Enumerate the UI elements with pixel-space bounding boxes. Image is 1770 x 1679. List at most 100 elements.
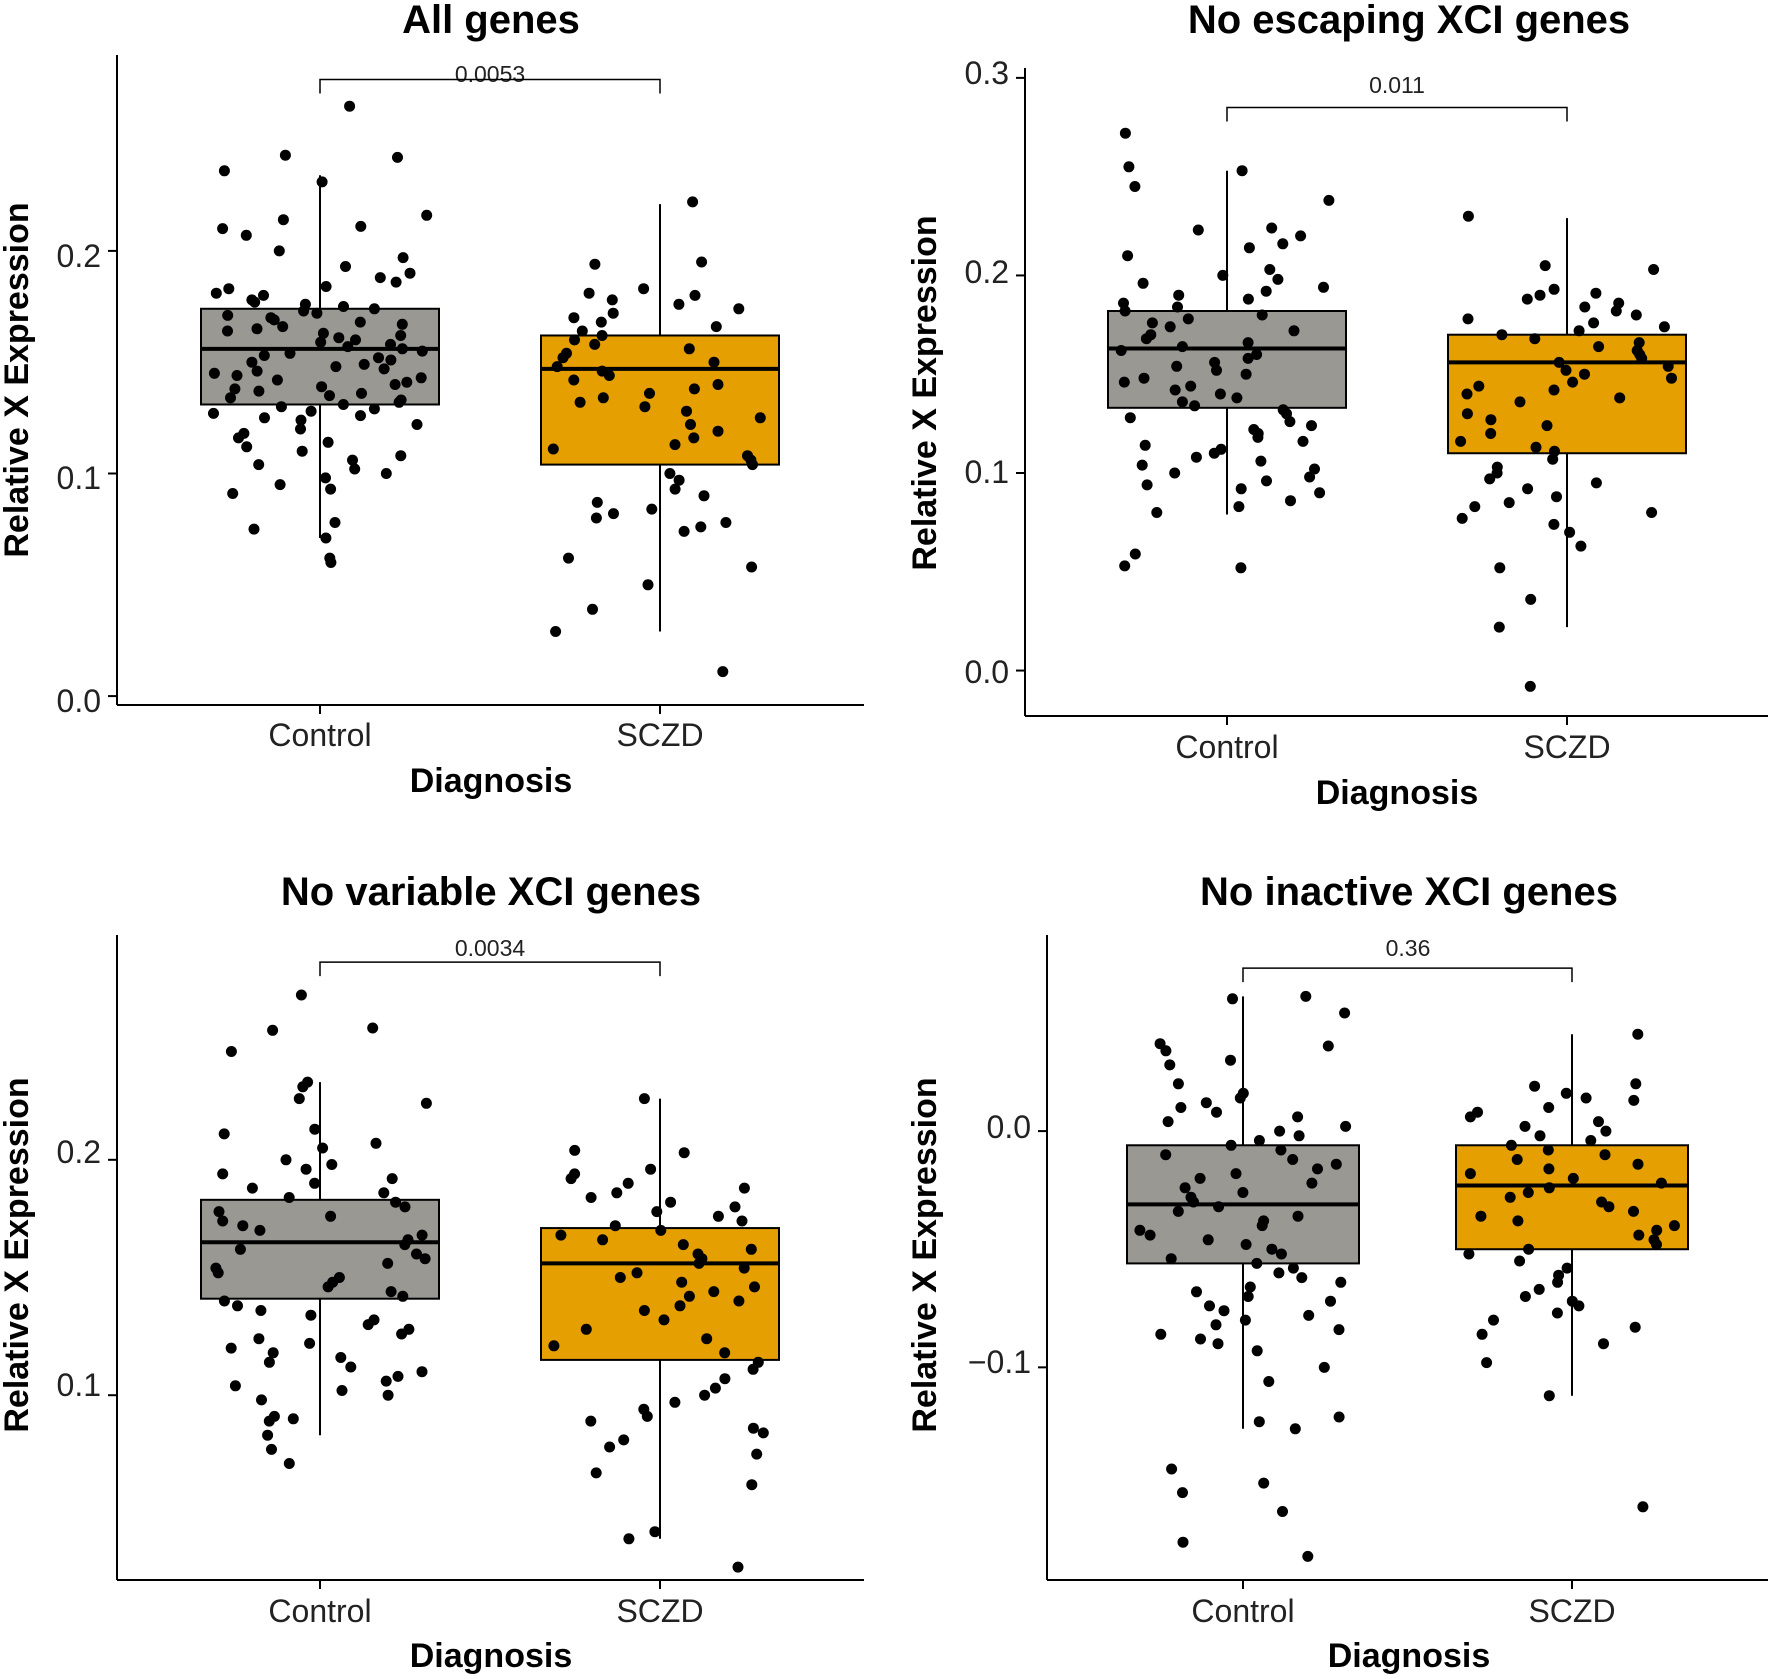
panel-1: All genes Diagnosis Relative X Expressio… xyxy=(0,0,864,800)
data-point-sczd xyxy=(1485,414,1497,426)
data-point-sczd xyxy=(568,374,580,386)
panel-2-x-tick-control: Control xyxy=(1175,729,1278,765)
data-point-sczd xyxy=(1614,392,1626,404)
data-point-control xyxy=(401,376,413,388)
data-point-control xyxy=(267,1024,279,1036)
data-point-sczd xyxy=(1553,356,1565,368)
significance-bracket xyxy=(319,961,661,977)
data-point-sczd xyxy=(1543,1390,1555,1402)
data-point-sczd xyxy=(557,352,569,364)
panel-2-y-tick: 0.3 xyxy=(965,55,1009,91)
data-point-sczd xyxy=(701,1333,713,1345)
data-point-control xyxy=(1141,479,1153,491)
data-point-control xyxy=(1275,1144,1287,1156)
data-point-sczd xyxy=(708,1286,720,1298)
data-point-sczd xyxy=(665,1196,677,1208)
data-point-control xyxy=(344,100,356,112)
panel-4-x-tick-control: Control xyxy=(1191,1593,1294,1629)
data-point-sczd xyxy=(673,474,685,486)
data-point-control xyxy=(309,1123,321,1135)
panel-2-y-tick: 0.1 xyxy=(965,454,1009,490)
data-point-sczd xyxy=(645,1163,657,1175)
data-point-control xyxy=(1139,439,1151,451)
panel-3-y-tick: 0.1 xyxy=(57,1367,101,1403)
data-point-sczd xyxy=(733,1295,745,1307)
data-point-control xyxy=(411,1248,422,1260)
data-point-sczd xyxy=(1646,507,1658,518)
data-point-sczd xyxy=(1456,512,1468,524)
data-point-control xyxy=(1275,1248,1287,1260)
data-point-sczd xyxy=(574,396,586,408)
data-point-sczd xyxy=(685,419,696,430)
data-point-sczd xyxy=(547,443,559,455)
data-point-control xyxy=(225,1342,237,1354)
data-point-control xyxy=(421,209,433,221)
data-point-sczd xyxy=(651,1206,663,1218)
data-point-sczd xyxy=(1561,1262,1573,1274)
data-point-sczd xyxy=(677,1239,689,1251)
data-point-control xyxy=(373,352,384,364)
data-point-control xyxy=(225,1046,237,1057)
data-point-control xyxy=(1340,1120,1352,1132)
data-point-control xyxy=(333,332,345,344)
data-point-control xyxy=(262,1429,274,1441)
data-point-sczd xyxy=(747,1422,759,1434)
data-point-sczd xyxy=(1632,1028,1644,1040)
data-point-control xyxy=(1192,224,1204,236)
data-point-sczd xyxy=(1598,1338,1609,1350)
data-point-control xyxy=(293,1093,305,1105)
data-point-control xyxy=(225,392,236,404)
data-point-control xyxy=(1304,471,1316,483)
data-point-control xyxy=(1318,1361,1330,1373)
data-point-sczd xyxy=(638,283,650,295)
data-point-sczd xyxy=(1600,1125,1612,1137)
data-point-control xyxy=(1166,1463,1178,1475)
data-point-sczd xyxy=(1637,1501,1649,1513)
data-point-sczd xyxy=(746,1479,758,1491)
data-point-control xyxy=(1227,993,1238,1005)
data-point-sczd xyxy=(1530,441,1542,453)
data-point-sczd xyxy=(658,1314,670,1326)
data-point-control xyxy=(212,1267,224,1279)
data-point-control xyxy=(1176,341,1188,353)
data-point-control xyxy=(336,1385,348,1396)
data-point-control xyxy=(395,330,407,341)
data-point-sczd xyxy=(1547,453,1559,465)
data-point-sczd xyxy=(1525,593,1537,605)
data-point-control xyxy=(1160,1149,1172,1161)
data-point-control xyxy=(416,1366,428,1378)
data-point-control xyxy=(1124,412,1136,424)
data-point-control xyxy=(1208,447,1220,459)
data-point-sczd xyxy=(1522,483,1534,495)
data-point-control xyxy=(342,341,354,353)
data-point-sczd xyxy=(1658,321,1670,333)
data-point-control xyxy=(1118,376,1130,388)
data-point-control xyxy=(354,316,366,328)
data-point-control xyxy=(251,323,263,335)
data-point-control xyxy=(320,281,332,292)
panel-4-p-value: 0.36 xyxy=(1386,935,1431,961)
data-point-control xyxy=(1212,1338,1224,1350)
data-point-sczd xyxy=(1519,1291,1531,1302)
data-point-control xyxy=(1242,352,1254,364)
data-point-control xyxy=(330,361,342,373)
data-point-sczd xyxy=(618,1434,630,1446)
data-point-sczd xyxy=(1529,1080,1541,1092)
data-point-control xyxy=(305,405,317,417)
data-point-control xyxy=(1240,368,1252,380)
panel-3-plot-area xyxy=(108,935,864,1589)
data-point-sczd xyxy=(1630,1078,1642,1090)
data-point-sczd xyxy=(710,321,722,333)
panel-3-y-axis-title: Relative X Expression xyxy=(0,1077,36,1432)
data-point-control xyxy=(392,1370,404,1382)
data-point-control xyxy=(385,1286,397,1298)
data-point-sczd xyxy=(585,1415,597,1427)
data-point-control xyxy=(1176,396,1188,408)
data-point-sczd xyxy=(712,1210,724,1222)
data-point-control xyxy=(1194,1172,1206,1184)
data-point-control xyxy=(1164,1059,1176,1071)
data-point-control xyxy=(1162,1116,1174,1128)
data-point-control xyxy=(368,403,380,415)
data-point-control xyxy=(280,1154,292,1166)
data-point-control xyxy=(338,301,349,312)
